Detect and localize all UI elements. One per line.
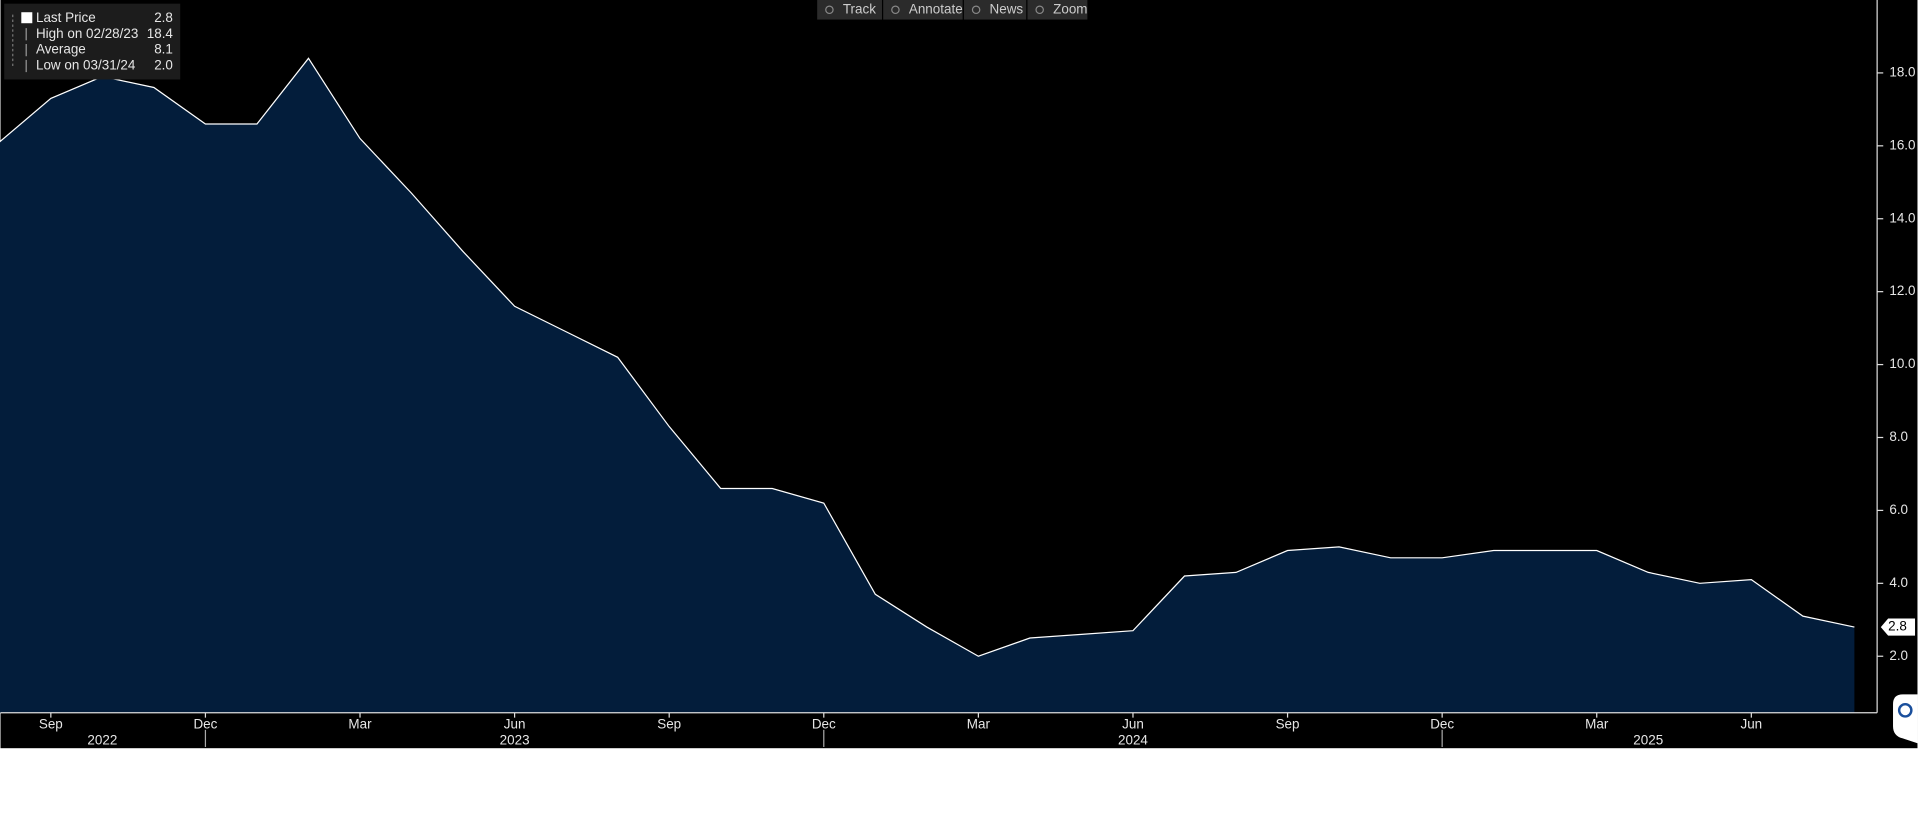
year-label: 2022 [87,732,117,747]
legend-name: Low on 03/31/24 [36,58,136,73]
x-tick-label: Dec [193,717,217,732]
y-tick-label: 12.0 [1889,283,1915,298]
year-label: 2025 [1633,732,1663,747]
y-tick-label: 10.0 [1889,356,1915,371]
toolbar-icon [1035,5,1044,15]
last-price-tag [1880,618,1916,636]
toolbar-icon [825,5,834,15]
y-tick-label: 18.0 [1889,64,1915,79]
toolbar-icon [891,5,900,15]
toolbar-button[interactable] [883,0,963,20]
x-tick-label: Mar [1585,717,1609,732]
y-tick-label: 14.0 [1889,210,1915,225]
toolbar-label[interactable]: Zoom [1053,1,1087,16]
toolbar-button[interactable] [963,0,1027,20]
y-tick-label: 16.0 [1889,137,1915,152]
toolbar-label[interactable]: Track [843,1,876,16]
legend-name: Last Price [36,10,96,25]
y-tick-label: 8.0 [1889,429,1908,444]
legend-box [4,3,181,80]
legend-name: Average [36,42,86,57]
x-tick-label: Dec [812,717,836,732]
legend-swatch [21,12,33,24]
y-tick-label: 6.0 [1889,502,1908,517]
legend-value: 8.1 [154,42,173,57]
toolbar-button[interactable] [1027,0,1088,20]
x-tick-label: Jun [504,717,526,732]
x-tick-label: Jun [1740,717,1762,732]
x-tick-label: Sep [39,717,63,732]
legend-value: 18.4 [147,26,174,41]
y-tick-label: 4.0 [1889,575,1908,590]
y-tick-label: 2.0 [1889,648,1908,663]
x-tick-label: Jun [1122,717,1144,732]
legend-value: 2.0 [154,58,173,73]
toolbar-label[interactable]: Annotate [909,1,963,16]
area [0,58,1855,713]
toolbar-label[interactable]: News [990,1,1024,16]
year-label: 2023 [500,732,530,747]
x-tick-label: Mar [967,717,991,732]
last-price-label: 2.8 [1888,619,1907,634]
line [0,57,1855,657]
x-tick-label: Sep [657,717,681,732]
legend-value: 2.8 [154,10,173,25]
toolbar-button[interactable] [817,0,882,20]
side-widget-icon [1897,702,1913,718]
x-tick-label: Mar [348,717,372,732]
year-label: 2024 [1118,732,1148,747]
legend-name: High on 02/28/23 [36,26,138,41]
toolbar-icon [971,5,981,15]
x-tick-label: Sep [1276,717,1300,732]
x-tick-label: Dec [1430,717,1454,732]
